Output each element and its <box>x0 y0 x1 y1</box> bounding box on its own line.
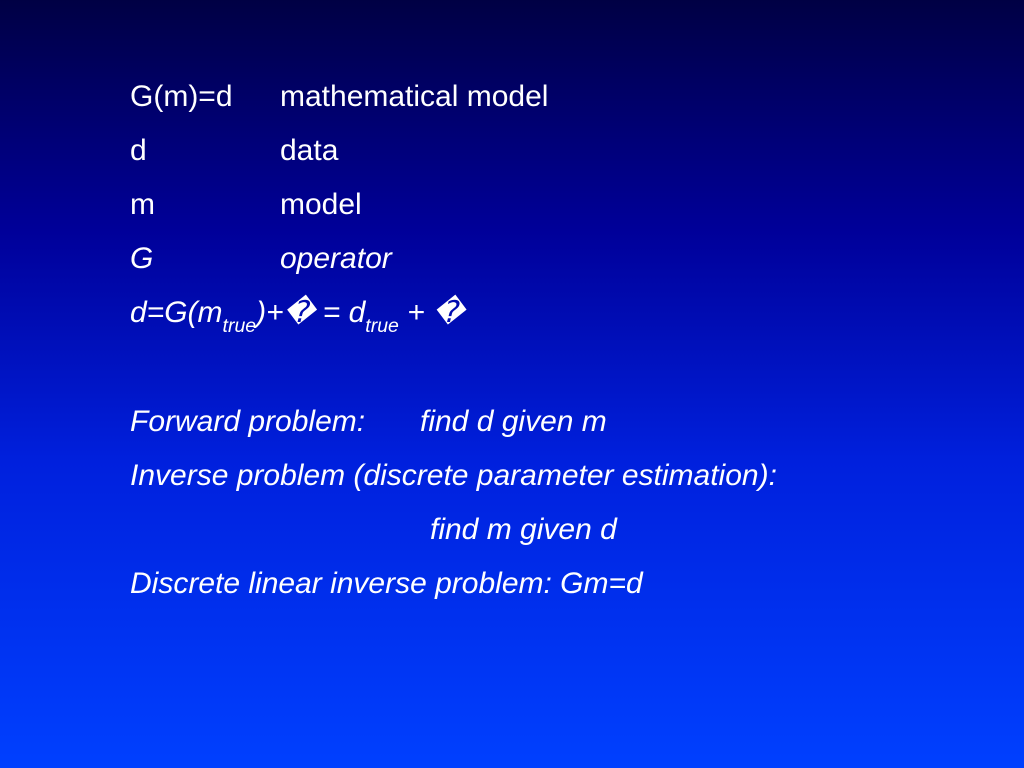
equation-line: d=G(mtrue)+� = dtrue + � <box>130 286 1024 341</box>
def-symbol: G(m)=d <box>130 70 280 124</box>
forward-text: find d given m <box>420 405 607 438</box>
def-label: mathematical model <box>280 70 548 124</box>
eq-part: )+ <box>256 296 284 329</box>
eq-part: = d <box>314 296 365 329</box>
def-symbol: d <box>130 124 280 178</box>
def-row: m model <box>130 178 1024 232</box>
eq-part: d=G(m <box>130 296 223 329</box>
def-row: G(m)=d mathematical model <box>130 70 1024 124</box>
inverse-problem-line1: Inverse problem (discrete parameter esti… <box>130 449 1024 503</box>
discrete-linear-line: Discrete linear inverse problem: Gm=d <box>130 557 1024 611</box>
slide-content: G(m)=d mathematical model d data m model… <box>0 0 1024 611</box>
inverse-problem-line2: find m given d <box>130 503 1024 557</box>
def-symbol: G <box>130 232 280 286</box>
forward-problem-line: Forward problem:find d given m <box>130 395 1024 449</box>
def-row: d data <box>130 124 1024 178</box>
eq-subscript: true <box>365 315 399 337</box>
eq-part: + <box>399 296 433 329</box>
def-symbol: m <box>130 178 280 232</box>
forward-label: Forward problem: <box>130 395 420 449</box>
def-label: model <box>280 178 362 232</box>
eq-epsilon: � <box>284 296 315 329</box>
eq-subscript: true <box>223 315 257 337</box>
def-label: operator <box>280 232 392 286</box>
def-row: G operator <box>130 232 1024 286</box>
def-label: data <box>280 124 338 178</box>
eq-epsilon: � <box>433 296 464 329</box>
spacer <box>130 341 1024 395</box>
